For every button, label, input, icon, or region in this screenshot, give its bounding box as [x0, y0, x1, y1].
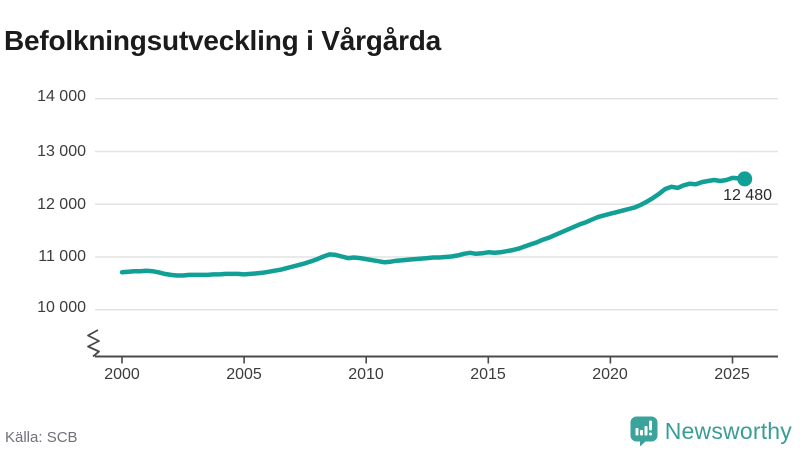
brand-name: Newsworthy: [664, 418, 792, 444]
x-axis-label: 2025: [714, 366, 750, 383]
end-point-marker: [737, 171, 753, 187]
newsworthy-speech-bubble-chart-icon: [630, 416, 658, 447]
x-axis-label: 2015: [470, 366, 506, 383]
y-axis-label: 12 000: [37, 196, 86, 213]
y-axis-label: 13 000: [37, 143, 86, 160]
x-axis-label: 2000: [104, 366, 140, 383]
newsworthy-logo: Newsworthy: [630, 416, 792, 447]
y-axis-label: 14 000: [37, 88, 86, 105]
population-line: [119, 175, 747, 278]
end-value-label: 12 480: [723, 187, 772, 204]
x-axis-label: 2010: [348, 366, 384, 383]
x-axis-label: 2020: [592, 366, 628, 383]
y-axis-label: 11 000: [38, 248, 86, 265]
y-axis-label: 10 000: [37, 299, 86, 316]
x-axis-label: 2005: [226, 366, 262, 383]
source-note: Källa: SCB: [5, 429, 78, 446]
page-title: Befolkningsutveckling i Vårgårda: [4, 24, 442, 56]
y-axis-break-icon: [87, 329, 100, 358]
